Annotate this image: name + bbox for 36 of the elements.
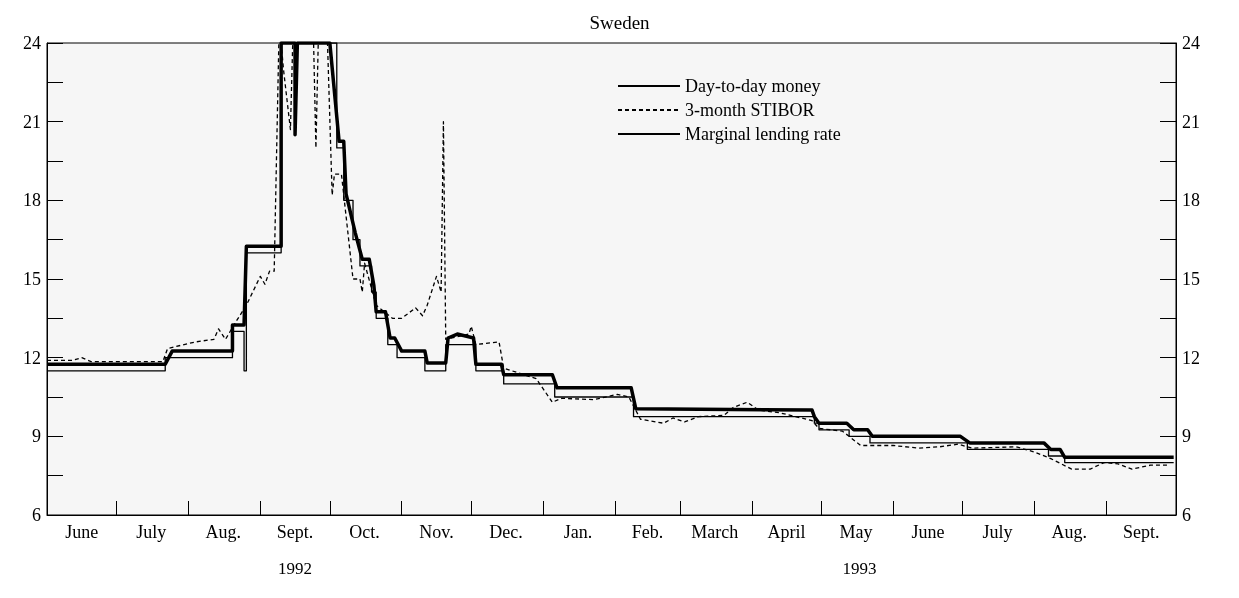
x-tick-label: June (911, 522, 945, 542)
y-tick-label: 6 (32, 505, 41, 525)
chart-title: Sweden (589, 12, 651, 33)
x-tick-label: July (982, 522, 1013, 542)
text: 1992 (278, 559, 313, 578)
x-tick-label: Sept. (1122, 522, 1160, 542)
y-tick-label: 24 (23, 33, 41, 53)
x-tick-label: Jan. (563, 522, 593, 542)
x-tick-label: June (65, 522, 99, 542)
y2-tick-label: 12 (1182, 347, 1200, 368)
text: 1993 (842, 559, 877, 578)
x-tick-label: Sept. (276, 522, 314, 542)
y2-tick-label: 21 (1182, 111, 1200, 132)
y2-tick-label: 15 (1182, 269, 1200, 289)
x-tick-label: May (839, 522, 873, 542)
x-tick-label: July (136, 522, 167, 542)
y-tick-label: 12 (23, 347, 41, 368)
x-tick-label: Aug. (1051, 522, 1088, 542)
y2-tick-label: 9 (1182, 426, 1191, 447)
y-tick-label: 18 (23, 190, 41, 211)
y-tick-label: 21 (23, 111, 41, 132)
x-tick-label: March (691, 522, 739, 542)
legend-label: 3-month STIBOR (685, 100, 815, 120)
y2-tick-label: 6 (1182, 505, 1191, 525)
x-tick-label: Nov. (419, 522, 454, 542)
x-tick-label: April (767, 522, 806, 542)
x-tick-label: Aug. (205, 522, 241, 542)
y2-tick-label: 24 (1182, 33, 1200, 53)
y-tick-label: 15 (23, 269, 41, 289)
x-tick-label: Feb. (631, 522, 664, 542)
x-tick-label: Dec. (489, 522, 523, 542)
legend-label: Day-to-day money (685, 76, 821, 96)
x-tick-label: Oct. (349, 522, 380, 542)
y-tick-label: 9 (32, 426, 41, 447)
y2-tick-label: 18 (1182, 190, 1200, 211)
legend-label: Marginal lending rate (685, 124, 841, 144)
